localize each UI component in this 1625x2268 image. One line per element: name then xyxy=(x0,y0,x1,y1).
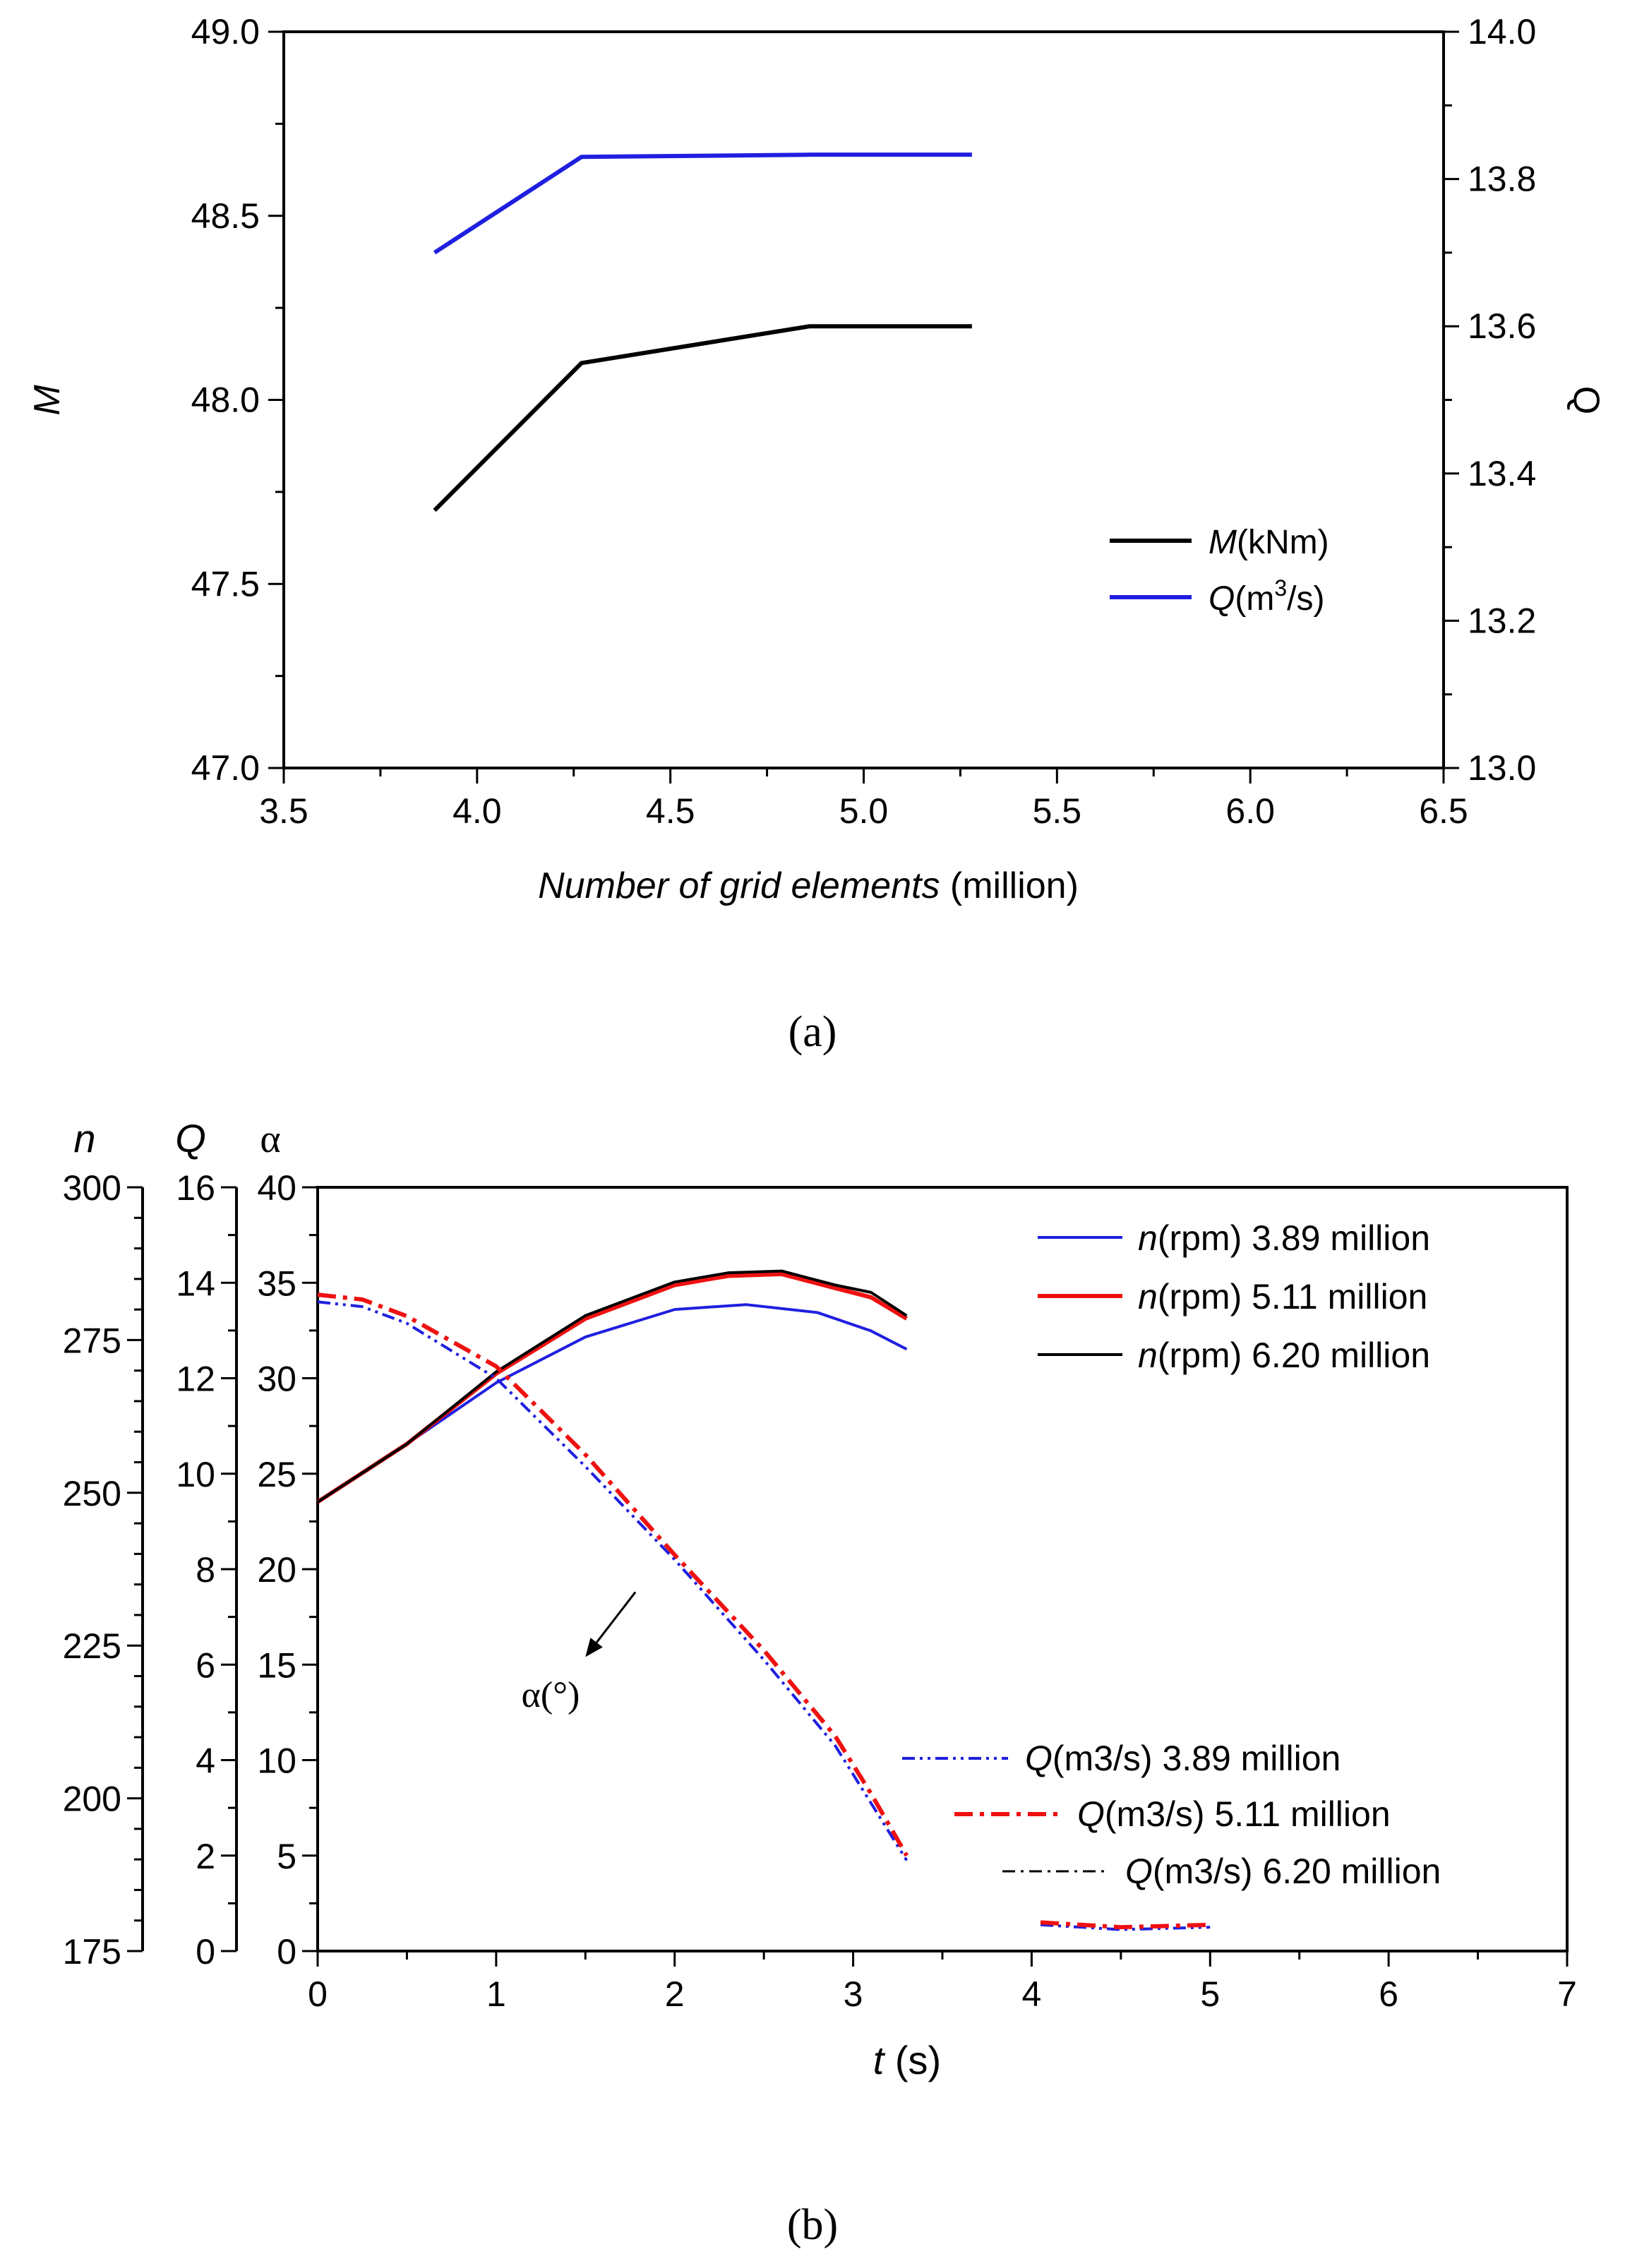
y-axis-title: Q xyxy=(175,1116,206,1160)
x-tick-label: 1 xyxy=(486,1974,506,2014)
series-line-3 xyxy=(317,1300,909,1861)
annotation-arrowhead xyxy=(585,1638,603,1657)
x-tick-label: 6.5 xyxy=(1419,791,1468,831)
y-tick-label: 12 xyxy=(176,1360,215,1399)
y-tick-label: 175 xyxy=(63,1932,121,1972)
series-line-0 xyxy=(316,1303,908,1504)
legend-label-q: Q(m3/s) xyxy=(1209,575,1324,618)
x-tick-label: 4.0 xyxy=(452,791,502,831)
y-tick-label: 15 xyxy=(257,1645,296,1685)
x-tick-label: 5.0 xyxy=(839,791,889,831)
series-line-2 xyxy=(316,1269,908,1504)
y-tick-label: 10 xyxy=(176,1455,215,1494)
left-y-tick-label: 49.0 xyxy=(191,12,260,52)
y-tick-label: 2 xyxy=(196,1837,215,1876)
x-tick-label: 6 xyxy=(1379,1974,1398,2014)
caption-a: (a) xyxy=(788,1008,837,1056)
right-y-tick-label: 13.6 xyxy=(1468,306,1536,346)
series-line-1 xyxy=(316,1271,908,1504)
y-tick-label: 14 xyxy=(176,1264,215,1303)
right-y-tick-label: 13.4 xyxy=(1468,454,1536,493)
series-line-m xyxy=(433,324,972,512)
y-tick-label: 0 xyxy=(277,1932,296,1972)
alpha-annotation: α(°) xyxy=(522,1591,637,1715)
y-tick-label: 0 xyxy=(196,1932,215,1972)
legend-label-q-389: Q(m3/s) 3.89 million xyxy=(1025,1739,1341,1778)
right-y-tick-label: 13.8 xyxy=(1468,160,1536,199)
x-tick-label: 4 xyxy=(1022,1974,1042,2014)
legend-label-q-620: Q(m3/s) 6.20 million xyxy=(1125,1852,1441,1891)
series-line-4 xyxy=(1040,1920,1211,1930)
series-line-q xyxy=(433,152,972,255)
y-tick-label: 225 xyxy=(63,1626,121,1666)
panel-b-legend-top: n(rpm) 3.89 million n(rpm) 5.11 million … xyxy=(1038,1218,1430,1375)
panel-a-right-axis: 13.0 13.2 13.4 13.6 13.8 14.0 xyxy=(1444,12,1536,788)
y-tick-label: 275 xyxy=(63,1321,121,1360)
x-tick-label: 5.5 xyxy=(1033,791,1082,831)
panel-b-x-axis-label: t (s) xyxy=(873,2038,941,2082)
y-tick-label: 250 xyxy=(63,1474,121,1513)
y-tick-label: 30 xyxy=(257,1360,296,1399)
series-line-4 xyxy=(317,1292,909,1857)
x-tick-label: 5 xyxy=(1200,1974,1220,2014)
y-tick-label: 35 xyxy=(257,1264,296,1303)
panel-a: 3.5 4.0 4.5 5.0 5.5 6.0 6.5 47.0 47.5 48.0 48.5 49… xyxy=(27,12,1607,906)
y-tick-label: 40 xyxy=(257,1168,296,1208)
x-tick-label: 3 xyxy=(844,1974,863,2014)
panel-b-x-axis: 0 1 2 3 4 5 6 7 xyxy=(308,1951,1577,2014)
y-tick-label: 6 xyxy=(196,1645,215,1685)
y-tick-label: 5 xyxy=(277,1837,296,1876)
y-tick-label: 8 xyxy=(196,1550,215,1590)
annotation-arrow xyxy=(595,1591,637,1643)
y-tick-label: 300 xyxy=(63,1168,121,1208)
panel-b-series xyxy=(316,1269,1211,1931)
y-axis-title: α xyxy=(260,1117,280,1161)
right-y-tick-label: 14.0 xyxy=(1468,12,1536,52)
panel-a-left-axis-label: M xyxy=(27,385,68,416)
left-y-tick-label: 48.5 xyxy=(191,196,260,236)
x-tick-label: 4.5 xyxy=(646,791,695,831)
panel-a-left-axis: 47.0 47.5 48.0 48.5 49.0 xyxy=(191,12,284,788)
panel-a-series xyxy=(433,152,972,512)
panel-b-legend-bottom: Q(m3/s) 3.89 million Q(m3/s) 5.11 millio… xyxy=(902,1739,1441,1891)
x-tick-label: 0 xyxy=(308,1974,328,2014)
y-tick-label: 20 xyxy=(257,1550,296,1590)
panel-a-right-axis-label: Q xyxy=(1566,386,1607,414)
caption-b: (b) xyxy=(787,2201,838,2249)
annotation-label: α(°) xyxy=(522,1675,580,1715)
left-y-tick-label: 47.0 xyxy=(191,748,260,788)
panel-a-x-axis-label: Number of grid elements (million) xyxy=(538,865,1079,906)
legend-label-m: M(kNm) xyxy=(1209,524,1329,561)
x-tick-label: 7 xyxy=(1557,1974,1577,2014)
right-y-tick-label: 13.2 xyxy=(1468,601,1536,640)
legend-label-n-620: n(rpm) 6.20 million xyxy=(1138,1336,1430,1375)
legend-label-q-511: Q(m3/s) 5.11 million xyxy=(1077,1794,1391,1834)
legend-label-n-389: n(rpm) 3.89 million xyxy=(1138,1218,1430,1258)
legend-label-n-511: n(rpm) 5.11 million xyxy=(1138,1277,1427,1316)
y-tick-label: 4 xyxy=(196,1741,215,1781)
panel-a-x-axis: 3.5 4.0 4.5 5.0 5.5 6.0 6.5 xyxy=(259,768,1468,831)
right-y-tick-label: 13.0 xyxy=(1468,748,1536,788)
left-y-tick-label: 48.0 xyxy=(191,380,260,420)
y-tick-label: 25 xyxy=(257,1455,296,1494)
panel-a-legend: M(kNm) Q(m3/s) xyxy=(1110,524,1329,618)
y-axis-title: n xyxy=(73,1116,95,1160)
panel-a-plot-frame xyxy=(282,30,1445,769)
series-line-3 xyxy=(1040,1923,1211,1931)
y-tick-label: 10 xyxy=(257,1741,296,1781)
y-tick-label: 16 xyxy=(176,1168,215,1208)
y-tick-label: 200 xyxy=(63,1780,121,1819)
x-tick-label: 2 xyxy=(665,1974,685,2014)
x-tick-label: 6.0 xyxy=(1225,791,1275,831)
x-tick-label: 3.5 xyxy=(259,791,308,831)
panel-b-y-axes: 175 200 225 250 275 300 n 0 2 4 6 8 10 12 14 16 Q 0 5 10 15 2… xyxy=(63,1116,319,1972)
left-y-tick-label: 47.5 xyxy=(191,564,260,604)
